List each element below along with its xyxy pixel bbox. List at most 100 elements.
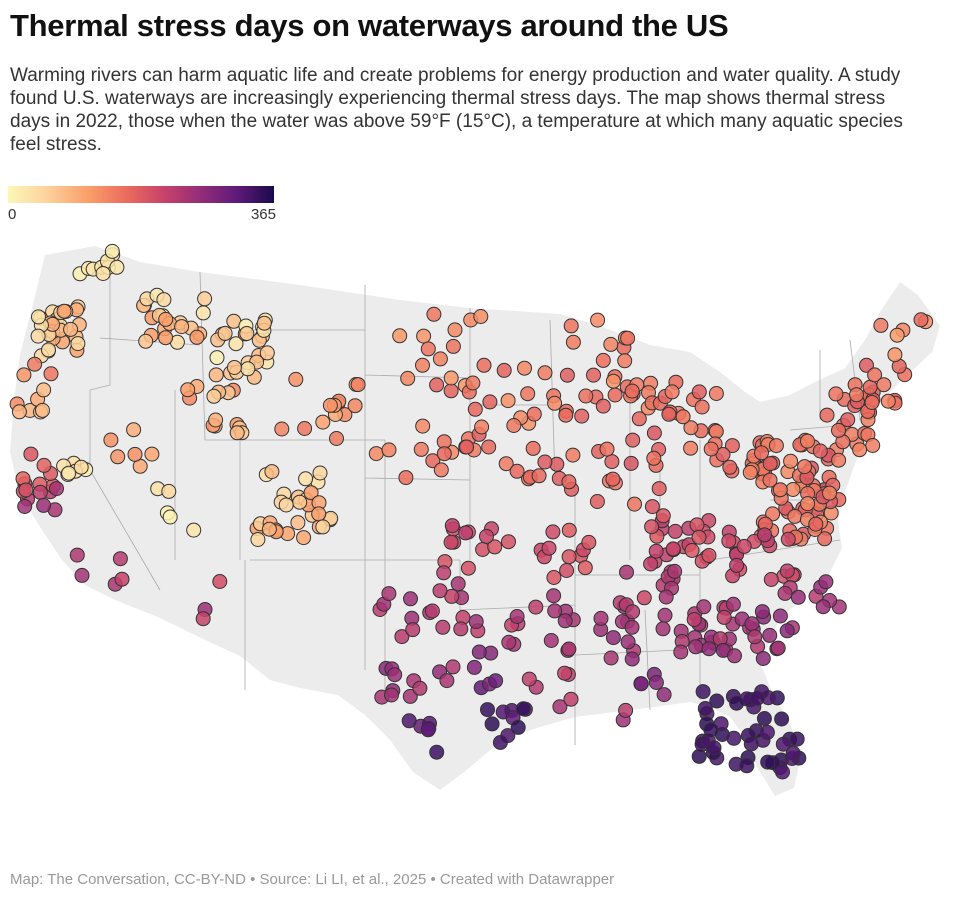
station-marker[interactable]: [565, 334, 581, 350]
station-marker[interactable]: [747, 629, 763, 645]
station-marker[interactable]: [818, 574, 834, 590]
station-marker[interactable]: [547, 603, 563, 619]
station-marker[interactable]: [415, 357, 430, 373]
station-marker[interactable]: [631, 411, 647, 427]
station-marker[interactable]: [787, 508, 803, 524]
station-marker[interactable]: [63, 321, 79, 337]
station-marker[interactable]: [104, 243, 120, 259]
station-marker[interactable]: [433, 462, 449, 478]
station-marker[interactable]: [706, 740, 722, 756]
station-marker[interactable]: [876, 377, 892, 393]
station-marker[interactable]: [695, 684, 711, 700]
station-marker[interactable]: [416, 328, 432, 344]
station-marker[interactable]: [772, 482, 788, 498]
station-marker[interactable]: [487, 539, 503, 555]
station-marker[interactable]: [627, 496, 642, 512]
station-marker[interactable]: [195, 305, 211, 321]
station-marker[interactable]: [274, 421, 290, 437]
station-marker[interactable]: [476, 357, 492, 373]
station-marker[interactable]: [770, 640, 786, 656]
station-marker[interactable]: [691, 384, 707, 400]
station-marker[interactable]: [603, 336, 619, 352]
station-marker[interactable]: [195, 611, 211, 627]
station-marker[interactable]: [415, 418, 431, 434]
station-marker[interactable]: [646, 450, 662, 466]
station-marker[interactable]: [311, 506, 327, 522]
station-marker[interactable]: [913, 312, 929, 328]
station-marker[interactable]: [561, 522, 577, 538]
station-marker[interactable]: [684, 543, 700, 558]
station-marker[interactable]: [23, 446, 39, 462]
station-marker[interactable]: [521, 671, 537, 687]
station-marker[interactable]: [520, 386, 536, 402]
station-marker[interactable]: [250, 532, 266, 547]
station-marker[interactable]: [432, 583, 448, 599]
station-marker[interactable]: [605, 373, 621, 389]
station-marker[interactable]: [595, 398, 611, 414]
station-marker[interactable]: [624, 619, 640, 635]
station-marker[interactable]: [73, 459, 89, 475]
station-marker[interactable]: [864, 395, 880, 410]
station-marker[interactable]: [161, 483, 177, 499]
station-marker[interactable]: [402, 688, 418, 704]
station-marker[interactable]: [607, 387, 623, 403]
station-marker[interactable]: [777, 585, 793, 601]
station-marker[interactable]: [11, 404, 27, 420]
station-marker[interactable]: [103, 432, 119, 448]
station-marker[interactable]: [828, 386, 844, 402]
station-marker[interactable]: [261, 521, 277, 537]
station-marker[interactable]: [239, 326, 255, 341]
station-marker[interactable]: [800, 433, 815, 449]
station-marker[interactable]: [528, 599, 544, 615]
station-marker[interactable]: [817, 531, 833, 547]
station-marker[interactable]: [471, 644, 487, 660]
station-marker[interactable]: [620, 330, 636, 346]
station-marker[interactable]: [69, 547, 85, 563]
station-marker[interactable]: [435, 619, 451, 635]
station-marker[interactable]: [432, 351, 448, 367]
station-marker[interactable]: [620, 634, 636, 650]
station-marker[interactable]: [303, 485, 319, 501]
station-marker[interactable]: [228, 336, 244, 352]
station-marker[interactable]: [509, 609, 525, 624]
station-marker[interactable]: [515, 701, 531, 717]
station-marker[interactable]: [126, 422, 142, 438]
station-marker[interactable]: [506, 418, 522, 433]
station-marker[interactable]: [873, 317, 889, 333]
station-marker[interactable]: [436, 446, 452, 462]
station-marker[interactable]: [474, 419, 490, 435]
station-marker[interactable]: [648, 543, 664, 559]
station-marker[interactable]: [646, 425, 662, 441]
station-marker[interactable]: [498, 456, 514, 472]
station-marker[interactable]: [546, 588, 562, 604]
station-marker[interactable]: [691, 529, 707, 545]
station-marker[interactable]: [675, 409, 691, 425]
station-marker[interactable]: [109, 259, 125, 275]
station-marker[interactable]: [756, 711, 772, 726]
station-marker[interactable]: [368, 446, 384, 462]
station-marker[interactable]: [655, 621, 671, 637]
station-marker[interactable]: [789, 731, 805, 747]
station-marker[interactable]: [633, 676, 649, 692]
station-marker[interactable]: [729, 695, 745, 711]
station-marker[interactable]: [174, 319, 190, 335]
station-marker[interactable]: [517, 360, 532, 376]
station-marker[interactable]: [413, 441, 429, 457]
station-marker[interactable]: [447, 322, 463, 338]
station-marker[interactable]: [790, 589, 806, 605]
station-marker[interactable]: [697, 701, 713, 716]
station-marker[interactable]: [481, 439, 497, 455]
station-marker[interactable]: [465, 375, 481, 391]
station-marker[interactable]: [703, 441, 719, 457]
station-marker[interactable]: [739, 758, 755, 774]
station-marker[interactable]: [599, 441, 615, 457]
station-marker[interactable]: [56, 303, 72, 319]
station-marker[interactable]: [694, 399, 710, 415]
station-marker[interactable]: [189, 329, 205, 345]
station-marker[interactable]: [774, 711, 790, 727]
station-marker[interactable]: [689, 517, 705, 533]
station-marker[interactable]: [859, 357, 874, 373]
station-marker[interactable]: [420, 341, 436, 357]
station-marker[interactable]: [158, 330, 174, 346]
station-marker[interactable]: [724, 438, 740, 454]
